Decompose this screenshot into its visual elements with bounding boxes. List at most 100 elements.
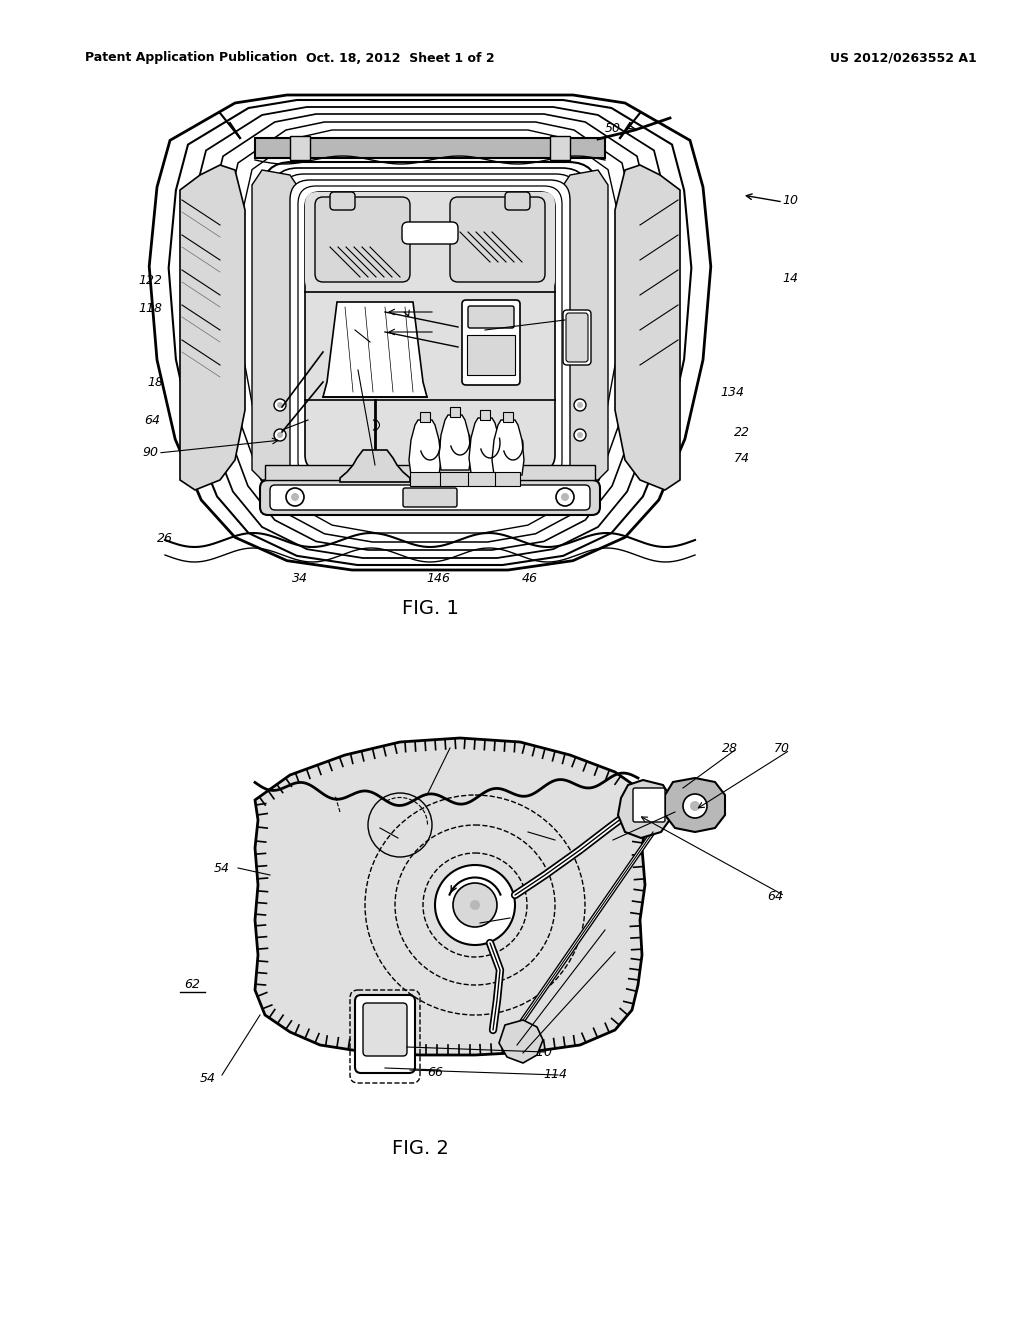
Text: 64: 64 bbox=[144, 413, 160, 426]
Circle shape bbox=[453, 883, 497, 927]
Polygon shape bbox=[469, 418, 501, 473]
Circle shape bbox=[577, 403, 583, 408]
Text: 134: 134 bbox=[720, 387, 744, 400]
Polygon shape bbox=[340, 450, 410, 482]
Bar bbox=[265, 465, 595, 480]
Bar bbox=[480, 411, 490, 420]
Text: 28: 28 bbox=[722, 742, 738, 755]
Text: 62: 62 bbox=[184, 978, 200, 991]
Text: 34: 34 bbox=[292, 572, 308, 585]
Text: 46: 46 bbox=[522, 572, 538, 585]
Circle shape bbox=[286, 488, 304, 506]
Polygon shape bbox=[207, 114, 653, 550]
Text: 94: 94 bbox=[410, 787, 426, 800]
Text: 110: 110 bbox=[528, 1045, 552, 1059]
FancyBboxPatch shape bbox=[468, 306, 514, 327]
Bar bbox=[255, 139, 605, 158]
Circle shape bbox=[291, 492, 299, 502]
Circle shape bbox=[435, 865, 515, 945]
Text: 130: 130 bbox=[333, 363, 357, 376]
Polygon shape bbox=[252, 170, 300, 480]
Text: 30: 30 bbox=[540, 314, 556, 326]
Text: 38: 38 bbox=[377, 176, 393, 189]
FancyBboxPatch shape bbox=[403, 488, 457, 507]
FancyBboxPatch shape bbox=[330, 191, 355, 210]
Circle shape bbox=[690, 801, 700, 810]
Polygon shape bbox=[665, 777, 725, 832]
FancyBboxPatch shape bbox=[633, 788, 665, 822]
FancyBboxPatch shape bbox=[362, 1003, 407, 1056]
Circle shape bbox=[683, 795, 707, 818]
Text: 54: 54 bbox=[214, 862, 230, 874]
Circle shape bbox=[574, 429, 586, 441]
Text: 138: 138 bbox=[403, 329, 427, 342]
Text: 146: 146 bbox=[426, 572, 450, 585]
Text: 98: 98 bbox=[322, 805, 338, 818]
Bar bbox=[420, 412, 430, 422]
FancyBboxPatch shape bbox=[290, 180, 570, 484]
Text: 14: 14 bbox=[782, 272, 798, 285]
Polygon shape bbox=[409, 420, 441, 475]
Circle shape bbox=[274, 429, 286, 441]
Bar bbox=[503, 412, 513, 422]
FancyBboxPatch shape bbox=[450, 197, 545, 282]
Bar bbox=[467, 335, 515, 375]
Text: 122: 122 bbox=[138, 273, 162, 286]
FancyBboxPatch shape bbox=[270, 484, 590, 510]
Circle shape bbox=[278, 403, 283, 408]
Text: 74: 74 bbox=[734, 451, 750, 465]
Text: 70: 70 bbox=[774, 742, 790, 755]
Circle shape bbox=[274, 399, 286, 411]
Polygon shape bbox=[188, 107, 672, 558]
Text: 26: 26 bbox=[157, 532, 173, 544]
FancyBboxPatch shape bbox=[566, 313, 588, 362]
Bar bbox=[550, 136, 570, 160]
Circle shape bbox=[574, 399, 586, 411]
Polygon shape bbox=[150, 95, 711, 570]
Circle shape bbox=[278, 432, 283, 438]
Polygon shape bbox=[560, 170, 608, 480]
Polygon shape bbox=[180, 165, 245, 490]
Circle shape bbox=[470, 900, 480, 909]
FancyBboxPatch shape bbox=[282, 174, 578, 490]
FancyBboxPatch shape bbox=[505, 191, 530, 210]
Bar bbox=[410, 473, 520, 486]
FancyBboxPatch shape bbox=[272, 168, 588, 496]
Text: 54: 54 bbox=[200, 1072, 216, 1085]
Text: 118: 118 bbox=[138, 301, 162, 314]
Polygon shape bbox=[618, 780, 671, 838]
Text: 18: 18 bbox=[660, 805, 676, 818]
Text: 22: 22 bbox=[734, 426, 750, 440]
Text: 10: 10 bbox=[782, 194, 798, 206]
Text: 142: 142 bbox=[293, 181, 317, 194]
Text: 138: 138 bbox=[403, 304, 427, 317]
Circle shape bbox=[561, 492, 569, 502]
FancyBboxPatch shape bbox=[298, 186, 562, 479]
Text: 42: 42 bbox=[497, 176, 513, 189]
Bar bbox=[290, 136, 310, 160]
Text: 58: 58 bbox=[360, 821, 376, 834]
Text: 114: 114 bbox=[543, 1068, 567, 1081]
FancyBboxPatch shape bbox=[305, 191, 555, 470]
Circle shape bbox=[577, 432, 583, 438]
Polygon shape bbox=[615, 165, 680, 490]
Bar bbox=[450, 407, 460, 417]
Text: 64: 64 bbox=[767, 890, 783, 903]
Text: 102: 102 bbox=[508, 825, 532, 838]
Polygon shape bbox=[499, 1020, 543, 1063]
FancyBboxPatch shape bbox=[260, 480, 600, 515]
Polygon shape bbox=[222, 121, 637, 543]
Text: Patent Application Publication: Patent Application Publication bbox=[85, 51, 297, 65]
Text: FIG. 2: FIG. 2 bbox=[391, 1138, 449, 1158]
Text: 70: 70 bbox=[292, 412, 308, 425]
Text: 28: 28 bbox=[332, 323, 348, 337]
FancyBboxPatch shape bbox=[315, 197, 410, 282]
Text: Oct. 18, 2012  Sheet 1 of 2: Oct. 18, 2012 Sheet 1 of 2 bbox=[306, 51, 495, 65]
Polygon shape bbox=[323, 302, 427, 397]
Polygon shape bbox=[169, 100, 691, 565]
Text: US 2012/0263552 A1: US 2012/0263552 A1 bbox=[830, 51, 977, 65]
Polygon shape bbox=[439, 414, 471, 470]
FancyBboxPatch shape bbox=[262, 162, 598, 502]
Text: 106: 106 bbox=[600, 949, 624, 961]
Text: 90: 90 bbox=[142, 446, 158, 458]
